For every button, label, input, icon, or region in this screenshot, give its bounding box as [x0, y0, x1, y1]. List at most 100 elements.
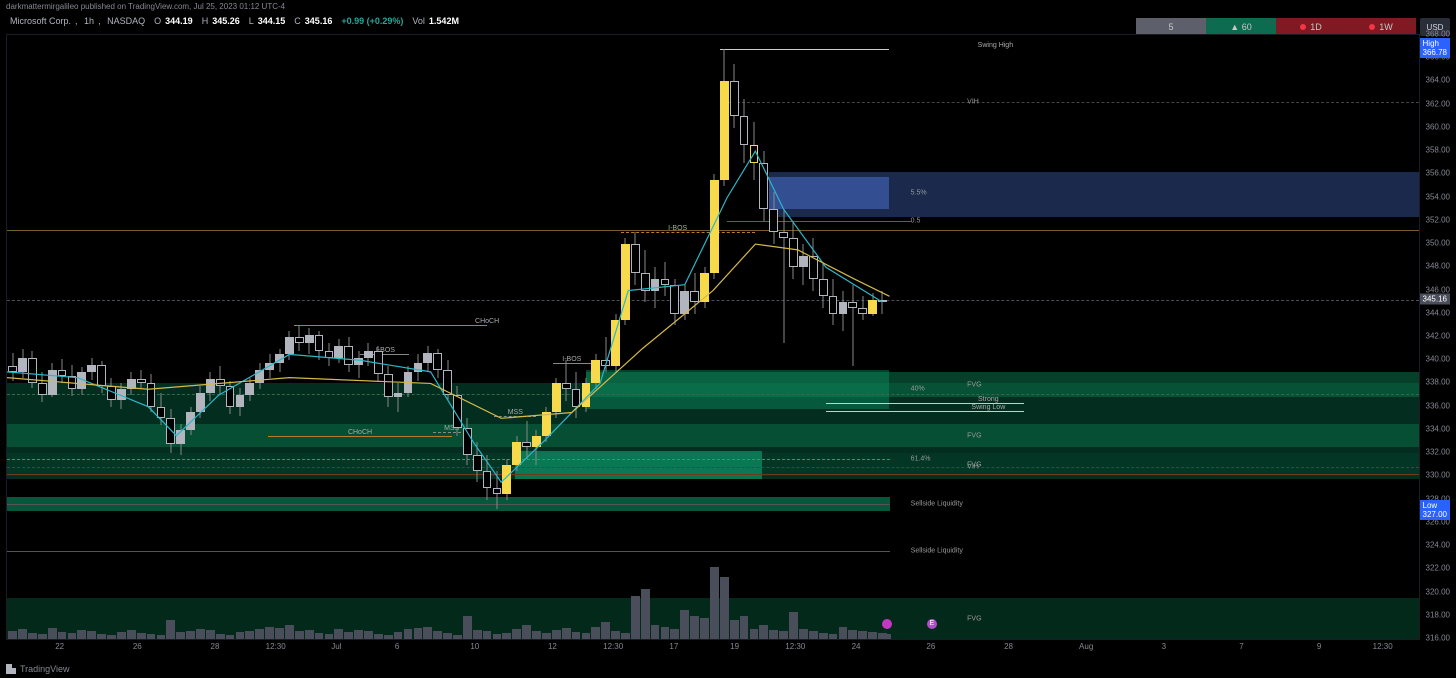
volume-bar: [423, 627, 432, 639]
segment-line: [294, 325, 487, 326]
volume-bar: [839, 627, 848, 639]
volume-bar: [858, 631, 867, 639]
candle: [453, 386, 462, 436]
candle: [848, 285, 857, 366]
volume-bar: [38, 634, 47, 639]
ohlc-high: 345.26: [212, 16, 240, 26]
volume-bar: [542, 633, 551, 639]
candle: [809, 238, 818, 290]
zone-label: 40%: [911, 386, 925, 393]
ohlc-close: 345.16: [305, 16, 333, 26]
ohlc-volume: 1.542M: [429, 16, 459, 26]
ma-fast-line: [7, 35, 1419, 639]
candle: [759, 151, 768, 221]
volume-bar: [769, 630, 778, 639]
candle: [275, 349, 284, 372]
candle: [186, 407, 195, 435]
y-tick: 368.00: [1426, 30, 1450, 39]
candle: [799, 244, 808, 285]
volume-bar: [107, 635, 116, 639]
ohlc-change: +0.99 (+0.29%): [341, 16, 403, 26]
volume-bar: [186, 631, 195, 639]
line-label: 0.5: [911, 217, 921, 224]
zone-label: FVG: [967, 615, 981, 622]
publish-info: darkmattermirgalileo published on Tradin…: [0, 0, 1456, 14]
volume-bar: [522, 625, 531, 639]
volume-bar: [127, 630, 136, 639]
y-tick: 360.00: [1426, 122, 1450, 131]
price-zone: [7, 424, 1419, 447]
candle: [77, 367, 86, 395]
volume-bar: [453, 635, 462, 639]
candle: [216, 366, 225, 395]
candle: [522, 421, 531, 459]
segment-label: Swing Low: [971, 404, 1005, 411]
candle: [670, 279, 679, 325]
tradingview-logo-icon: [6, 664, 16, 674]
price-chart[interactable]: 5.5%FVGFVGFVGFVG40%Sellside LiquiditySel…: [6, 34, 1420, 640]
volume-bar: [68, 633, 77, 639]
volume-bar: [334, 629, 343, 639]
candle: [147, 374, 156, 412]
volume-bar: [77, 630, 86, 639]
volume-bar: [265, 627, 274, 639]
segment-line: [268, 436, 452, 437]
y-tick: 340.00: [1426, 355, 1450, 364]
candle: [839, 291, 848, 332]
event-marker[interactable]: [882, 619, 892, 629]
x-axis[interactable]: 22262812:30Jul6101212:30171912:30242628A…: [6, 642, 1420, 656]
y-tick: 354.00: [1426, 192, 1450, 201]
volume-bar: [443, 633, 452, 639]
horizontal-line: [7, 467, 1419, 468]
candle: [305, 328, 314, 355]
y-axis[interactable]: 368.00366.00364.00362.00360.00358.00356.…: [1420, 34, 1450, 640]
candle: [87, 358, 96, 380]
candle: [68, 365, 77, 396]
candle: [730, 64, 739, 128]
symbol-exchange: NASDAQ: [107, 16, 145, 26]
volume-bar: [552, 630, 561, 639]
candle: [414, 354, 423, 381]
candle: [661, 262, 670, 297]
event-marker[interactable]: E: [927, 619, 937, 629]
volume-bar: [661, 627, 670, 639]
volume-bar: [710, 567, 719, 639]
segment-label: I-BOS: [668, 225, 687, 232]
volume-bar: [28, 633, 37, 639]
x-tick: 10: [470, 642, 479, 651]
volume-bar: [8, 631, 17, 639]
volume-bar: [196, 629, 205, 639]
y-tick: 350.00: [1426, 239, 1450, 248]
y-tick: 356.00: [1426, 169, 1450, 178]
x-tick: 24: [852, 642, 861, 651]
candle: [819, 262, 828, 308]
volume-bar: [374, 634, 383, 639]
candle: [473, 442, 482, 483]
zone-label: FVG: [967, 381, 981, 388]
x-tick: 12:30: [1373, 642, 1393, 651]
candle: [107, 378, 116, 407]
candle: [295, 325, 304, 351]
volume-bar: [759, 625, 768, 639]
candle: [512, 436, 521, 471]
candle: [285, 331, 294, 360]
volume-bar: [226, 635, 235, 639]
symbol-name: Microsoft Corp.: [10, 16, 71, 26]
y-tick: 362.00: [1426, 99, 1450, 108]
y-tick: 338.00: [1426, 378, 1450, 387]
y-tick: 348.00: [1426, 262, 1450, 271]
candle: [621, 238, 630, 325]
x-tick: 12: [548, 642, 557, 651]
volume-bar: [255, 629, 264, 639]
volume-bar: [483, 631, 492, 639]
candle: [651, 267, 660, 308]
volume-bar: [572, 632, 581, 639]
volume-bar: [285, 625, 294, 639]
candle: [364, 343, 373, 366]
candle: [28, 351, 37, 388]
y-tick: 330.00: [1426, 471, 1450, 480]
ohlc-open: 344.19: [165, 16, 193, 26]
candle: [779, 209, 788, 343]
volume-bar: [680, 610, 689, 639]
candle: [591, 354, 600, 389]
